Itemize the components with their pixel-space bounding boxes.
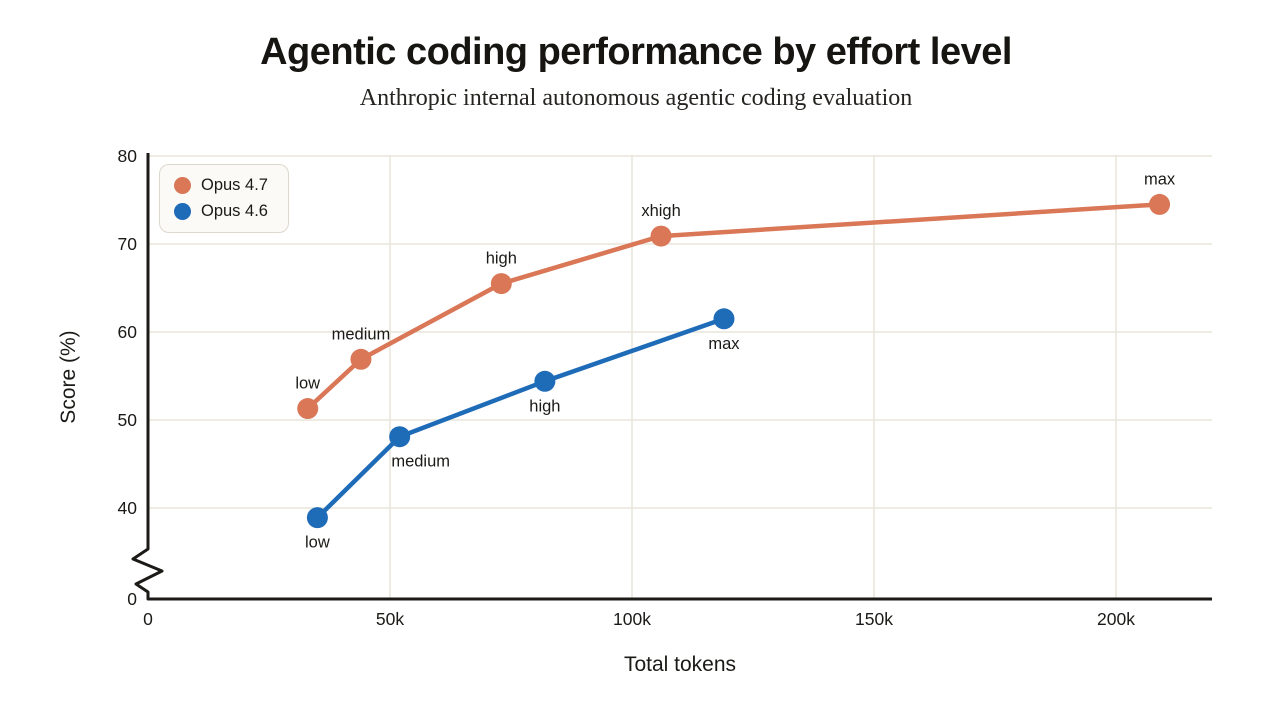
data-point-high[interactable] [534, 370, 556, 392]
y-tick-label: 70 [118, 234, 138, 254]
data-point-low[interactable] [306, 507, 328, 529]
data-point-max[interactable] [1149, 193, 1171, 215]
y-tick-label: 50 [118, 410, 138, 430]
legend-item-opus-4-6[interactable]: Opus 4.6 [174, 202, 268, 221]
series-line-opus-4-6 [315, 316, 727, 520]
legend-dot-opus-4-6 [174, 203, 191, 220]
point-label-low: low [295, 375, 320, 393]
point-label-high: high [486, 250, 517, 268]
x-tick-label: 200k [1097, 609, 1135, 629]
y-tick-label: 80 [118, 146, 138, 166]
legend-label-opus-4-6: Opus 4.6 [201, 202, 268, 220]
point-label-max: max [708, 335, 740, 353]
legend-dot-opus-4-7 [174, 177, 191, 194]
point-label-max: max [1144, 170, 1176, 188]
point-label-medium: medium [332, 325, 391, 343]
x-tick-label: 0 [143, 609, 153, 629]
chart-subtitle: Anthropic internal autonomous agentic co… [359, 85, 913, 111]
point-label-medium: medium [391, 453, 450, 471]
x-tick-label: 150k [855, 609, 893, 629]
chart-legend: Opus 4.7 Opus 4.6 [159, 164, 289, 233]
point-label-xhigh: xhigh [641, 202, 680, 220]
x-axis-title: Total tokens [624, 653, 736, 676]
chart-title: Agentic coding performance by effort lev… [260, 31, 1012, 73]
data-point-max[interactable] [713, 308, 735, 330]
data-point-low[interactable] [297, 398, 319, 420]
axes-with-break [131, 153, 1212, 601]
data-point-medium[interactable] [350, 348, 372, 370]
x-tick-label: 50k [376, 609, 404, 629]
y-tick-label: 40 [118, 498, 138, 518]
legend-item-opus-4-7[interactable]: Opus 4.7 [174, 176, 268, 195]
point-label-high: high [529, 397, 560, 415]
data-point-medium[interactable] [389, 426, 411, 448]
point-label-low: low [305, 534, 330, 552]
x-tick-label: 100k [613, 609, 651, 629]
series-line-opus-4-7 [305, 202, 1162, 411]
data-point-xhigh[interactable] [650, 225, 672, 247]
data-point-high[interactable] [490, 273, 512, 295]
y-tick-label: 60 [118, 322, 138, 342]
legend-label-opus-4-7: Opus 4.7 [201, 176, 268, 194]
y-tick-label: 0 [127, 589, 137, 609]
y-axis-title: Score (%) [57, 330, 80, 423]
